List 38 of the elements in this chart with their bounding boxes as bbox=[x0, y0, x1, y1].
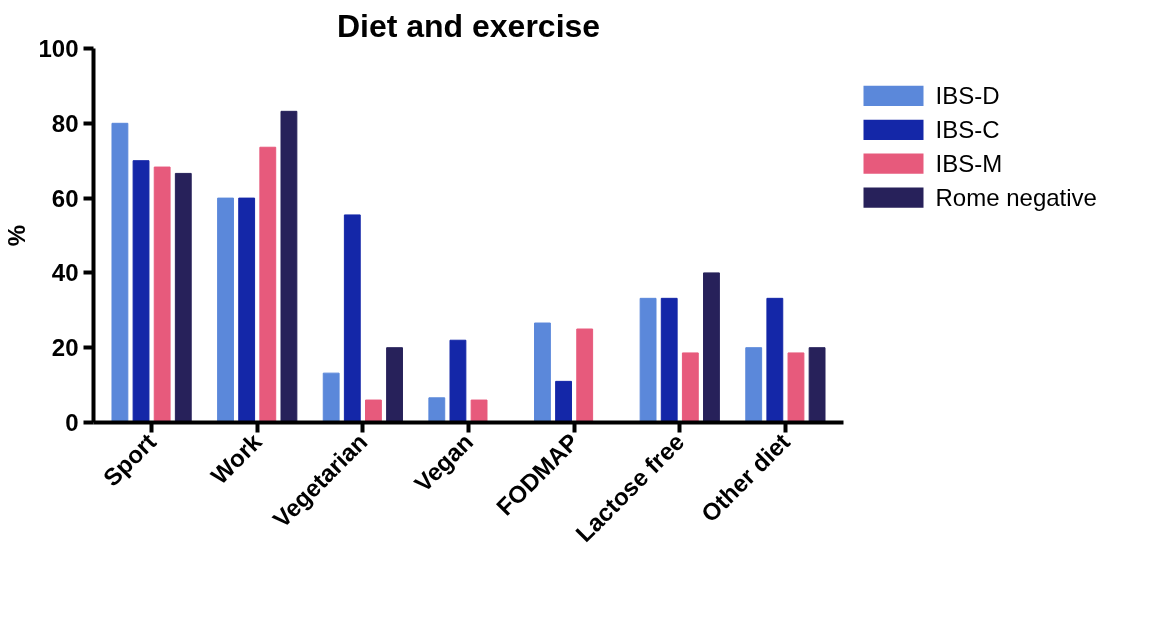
bar bbox=[386, 347, 403, 423]
bar bbox=[428, 397, 446, 423]
bar bbox=[703, 272, 720, 423]
bar bbox=[259, 146, 277, 423]
bar bbox=[681, 352, 699, 423]
bar bbox=[766, 297, 784, 423]
legend-label: IBS-M bbox=[935, 150, 1003, 178]
y-axis-title: % bbox=[3, 224, 31, 247]
bar bbox=[449, 339, 467, 423]
bar bbox=[365, 399, 382, 423]
y-tick-label: 60 bbox=[51, 184, 79, 212]
bar bbox=[787, 352, 805, 423]
y-tick-label: 80 bbox=[51, 109, 79, 137]
bar bbox=[280, 110, 298, 423]
bar bbox=[132, 160, 150, 423]
bar bbox=[322, 372, 340, 423]
y-tick-label: 100 bbox=[38, 35, 79, 62]
bar bbox=[745, 347, 763, 423]
bar bbox=[534, 322, 551, 423]
bar bbox=[639, 297, 657, 423]
bar bbox=[238, 197, 256, 423]
bar bbox=[111, 122, 129, 423]
legend-label: Rome negative bbox=[935, 184, 1097, 212]
bar bbox=[660, 297, 678, 423]
bar bbox=[576, 328, 594, 423]
legend-label: IBS-C bbox=[935, 116, 1000, 144]
chart-title: Diet and exercise bbox=[336, 7, 601, 44]
bar bbox=[343, 214, 361, 423]
bar bbox=[217, 197, 234, 423]
legend-label: IBS-D bbox=[935, 82, 1000, 110]
bar bbox=[153, 166, 171, 423]
bar bbox=[555, 380, 572, 423]
bar bbox=[174, 172, 192, 423]
bar bbox=[808, 347, 826, 423]
bar bbox=[470, 399, 488, 423]
y-tick-label: 40 bbox=[51, 259, 79, 287]
y-tick-label: 20 bbox=[51, 334, 79, 362]
y-tick-label: 0 bbox=[65, 409, 79, 436]
